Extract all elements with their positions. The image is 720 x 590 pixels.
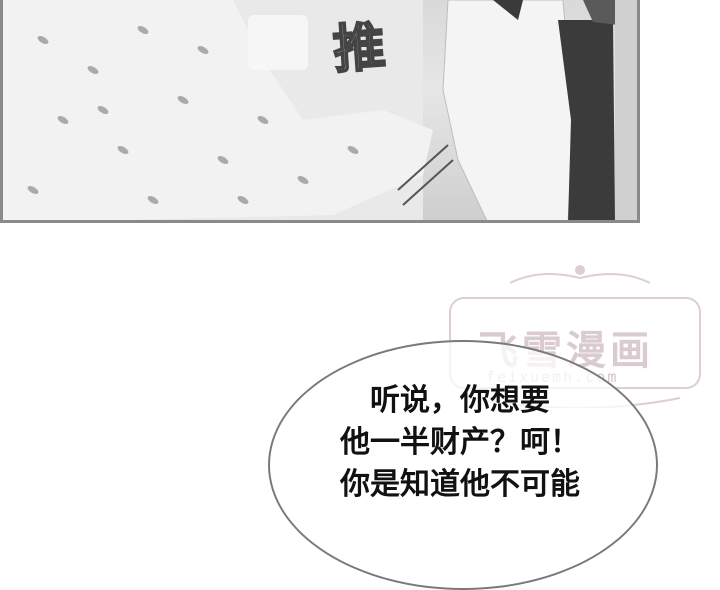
speech-line: 听说，你想要	[370, 383, 550, 418]
speech-line: 你是知道他不可能	[340, 467, 580, 502]
speech-line: 他一半财产？呵！	[340, 425, 580, 460]
comic-panel-photo: 推	[0, 0, 640, 223]
sound-effect-text: 推	[330, 16, 388, 81]
speech-bubble-text: 听说，你想要 他一半财产？呵！ 你是知道他不可能	[300, 380, 620, 506]
panel-illustration	[3, 0, 637, 220]
